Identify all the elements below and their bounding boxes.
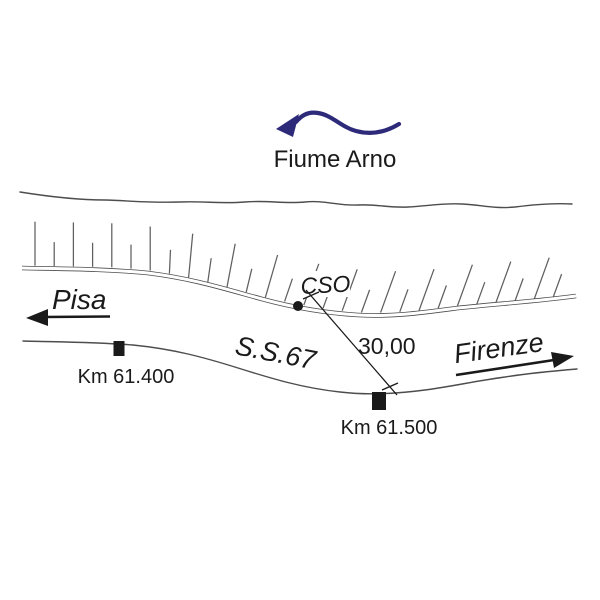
road-upper-edge	[21, 265, 577, 318]
pisa-direction: Pisa	[26, 284, 111, 326]
pisa-arrowhead-icon	[26, 309, 48, 326]
river-flow-arrowhead-icon	[276, 114, 299, 137]
firenze-arrowhead-icon	[551, 352, 574, 368]
hatch-tick-short	[360, 289, 371, 313]
road-name-label: S.S.67	[233, 330, 319, 375]
hatch-tick-short	[284, 278, 293, 302]
hatch-tick-short	[437, 285, 447, 309]
km-61400-marker-post	[113, 341, 125, 356]
km-marker-61500: Km 61.500	[341, 392, 438, 439]
hatch-tick-long	[533, 257, 550, 300]
hatch-tick-short	[168, 249, 172, 274]
firenze-arrow-shaft	[455, 358, 555, 377]
hatch-tick-short	[245, 268, 253, 293]
distance-label: 30,00	[358, 333, 416, 359]
km-61500-label: Km 61.500	[341, 417, 438, 439]
cso-point-label: CSO	[300, 270, 351, 299]
cso-point-dot	[293, 301, 303, 311]
hatch-tick-short	[514, 278, 524, 302]
hatch-tick-long	[226, 243, 236, 288]
river-label: Fiume Arno	[274, 146, 397, 173]
cso-label-backing	[297, 271, 350, 297]
river-bank-line	[19, 191, 573, 209]
km-61500-marker-post	[372, 392, 386, 410]
pisa-arrow-shaft	[43, 315, 111, 319]
river-flow-arrow-curve	[293, 110, 402, 135]
hatch-tick-long	[187, 233, 194, 278]
measurement-line	[305, 289, 398, 396]
hatch-tick-short	[476, 281, 486, 305]
hatch-tick-long	[456, 264, 473, 307]
measurement-tick-top-icon	[302, 291, 320, 300]
measurement-tick-bottom-icon	[381, 382, 399, 391]
hatch-tick-long	[418, 268, 435, 311]
measurement-group: CSO 30,00	[293, 270, 416, 396]
km-61400-label: Km 61.400	[78, 366, 175, 388]
pisa-direction-label: Pisa	[52, 284, 106, 315]
firenze-direction: Firenze	[452, 327, 574, 377]
road-upper-edge-inner-line	[21, 266, 577, 318]
hatch-tick-short	[552, 273, 563, 297]
hatch-tick-long	[264, 254, 279, 298]
hatch-tick-short	[399, 289, 409, 313]
hatch-tick-long	[380, 270, 397, 313]
road-lower-edge-line	[22, 340, 578, 395]
embankment-hatching	[34, 221, 563, 313]
hatch-tick-short	[207, 258, 212, 283]
hatch-tick-long	[495, 261, 512, 304]
river-flow-arrow	[276, 110, 402, 137]
km-marker-61400: Km 61.400	[78, 341, 175, 388]
